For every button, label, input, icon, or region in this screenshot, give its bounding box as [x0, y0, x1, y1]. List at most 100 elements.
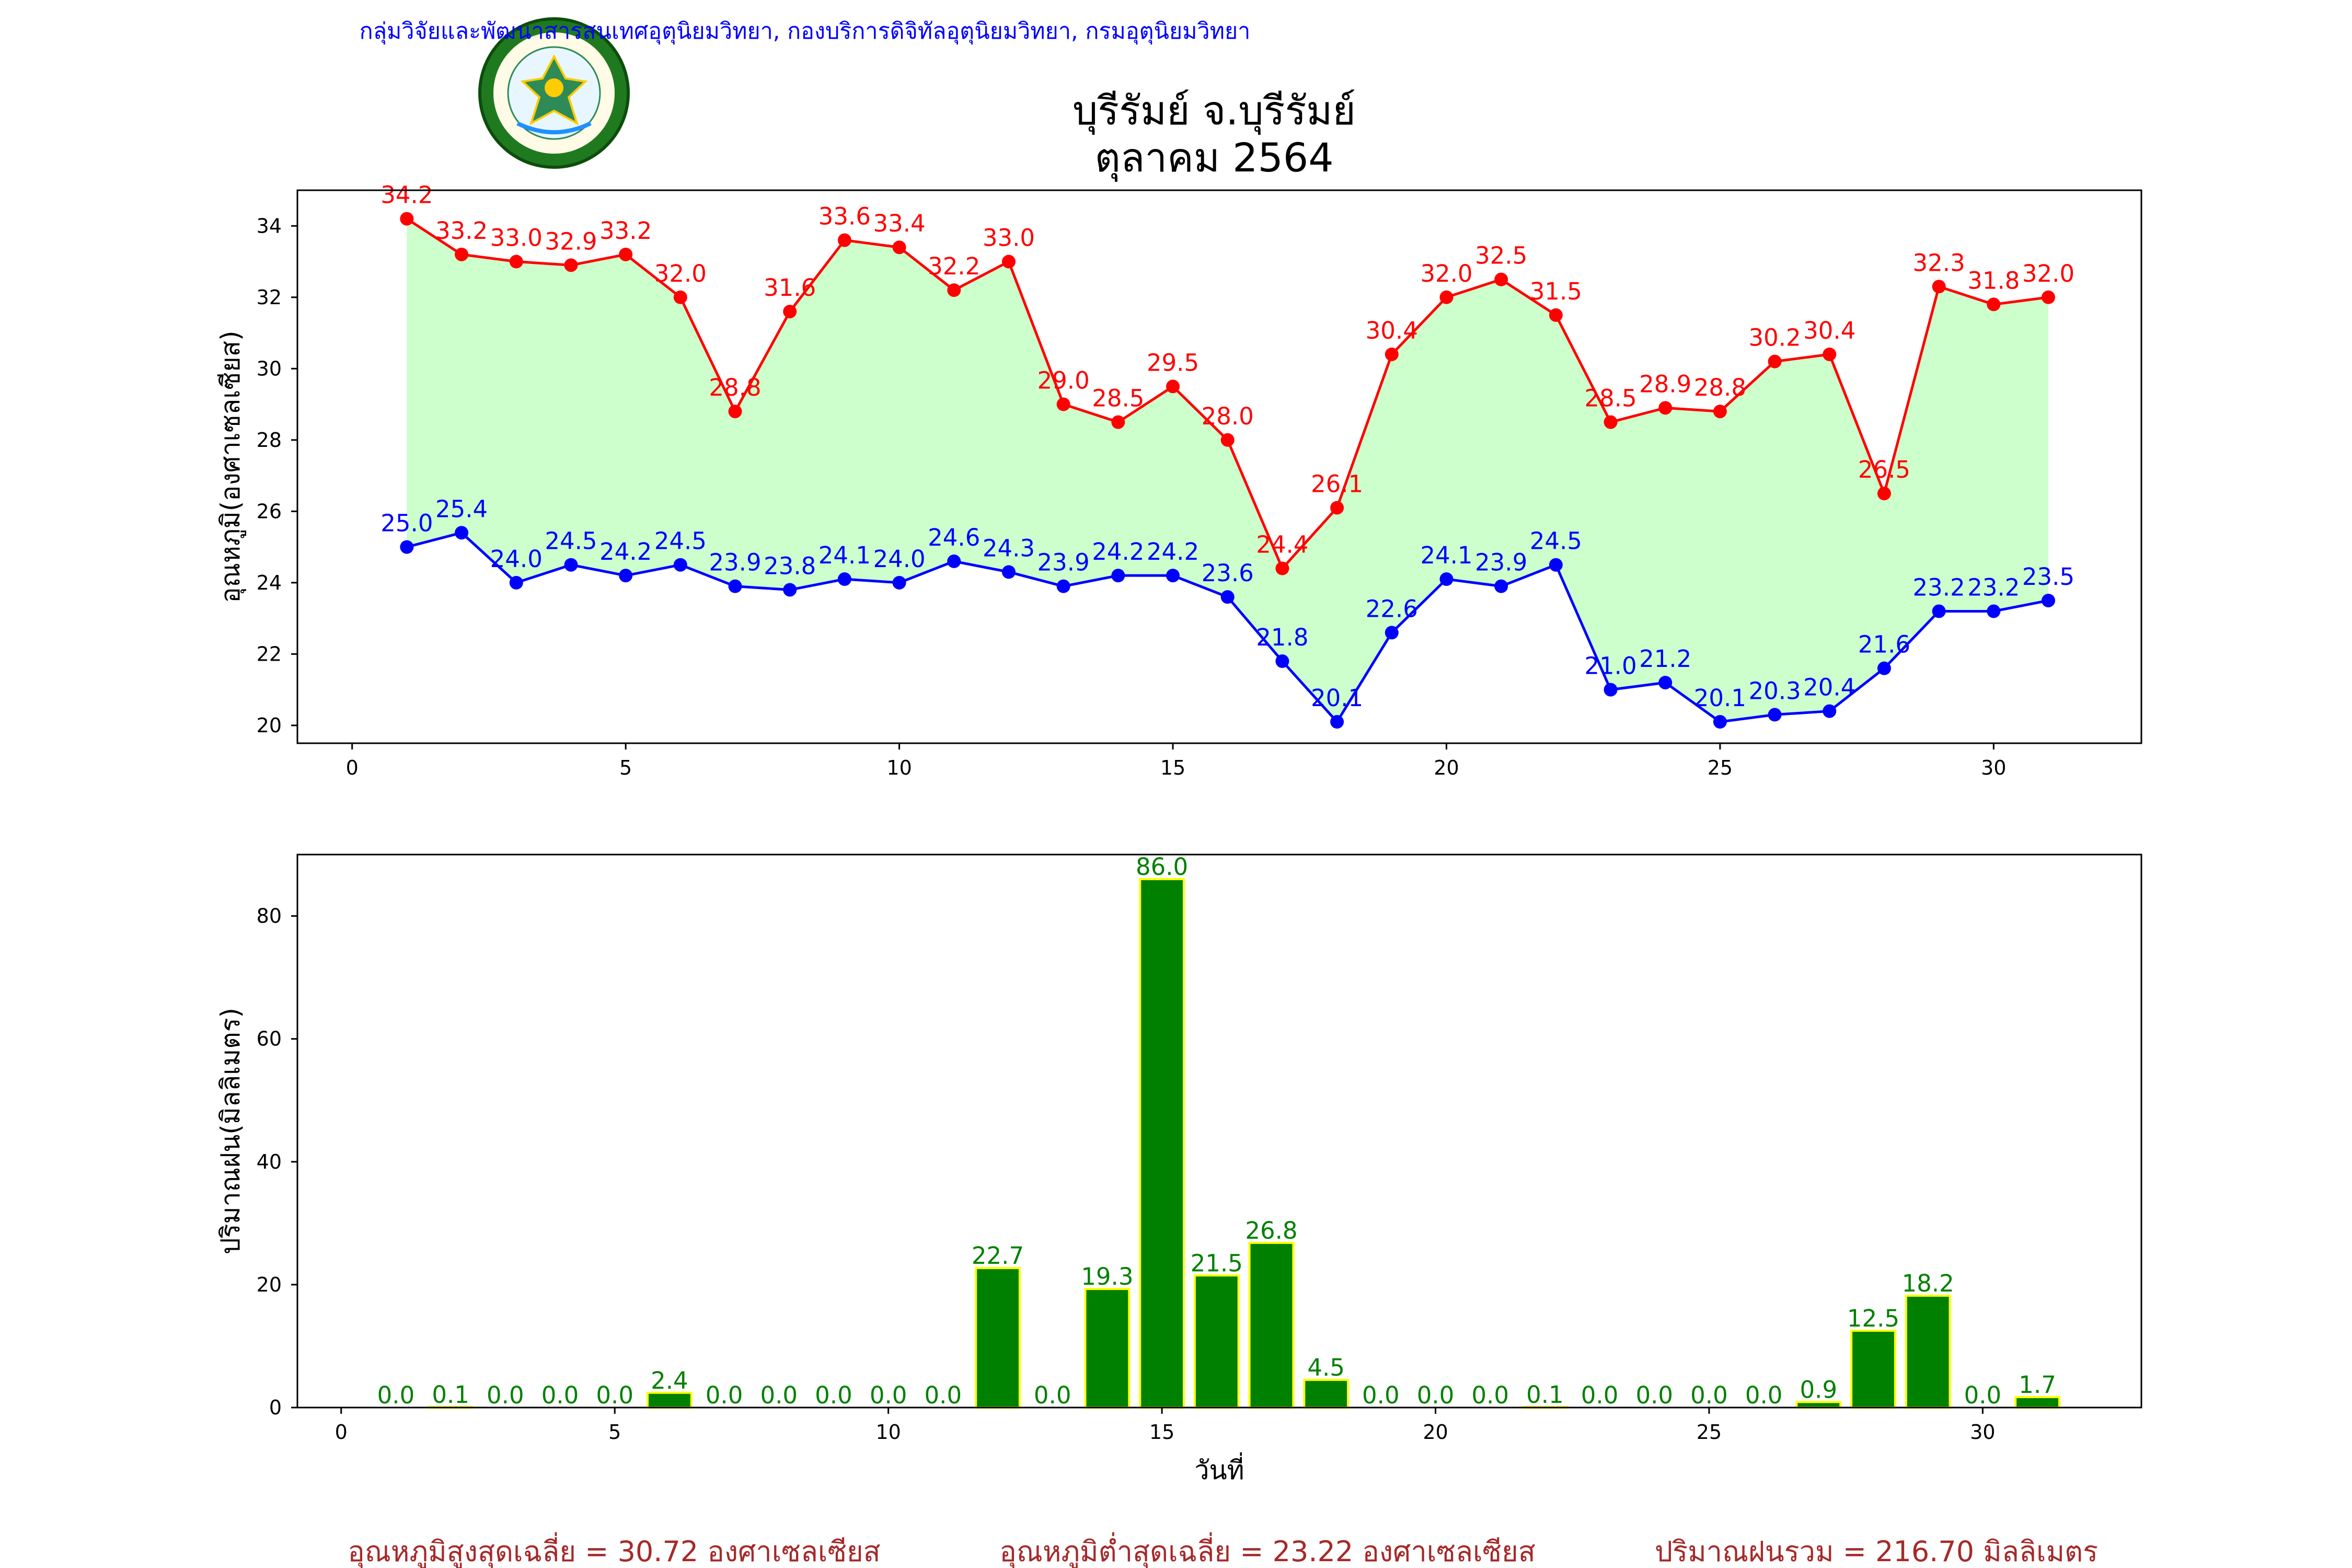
- point-min-temp: [1604, 683, 1618, 697]
- y-tick-label: 34: [257, 214, 282, 237]
- data-label-rain: 0.1: [432, 1381, 469, 1409]
- y-tick-label: 22: [257, 642, 282, 665]
- point-min-temp: [509, 575, 523, 590]
- point-min-temp: [1385, 626, 1399, 640]
- data-label-rain: 0.0: [1635, 1381, 1673, 1409]
- x-tick-label: 5: [619, 756, 632, 779]
- point-min-temp: [1056, 579, 1070, 593]
- rain-bar: [647, 1391, 693, 1409]
- point-max-temp: [400, 212, 414, 226]
- point-min-temp: [619, 569, 633, 583]
- data-label-rain: 0.0: [487, 1381, 524, 1409]
- data-label-min-temp: 21.0: [1584, 652, 1636, 680]
- data-label-rain: 0.0: [815, 1381, 852, 1409]
- point-min-temp: [1166, 569, 1180, 583]
- data-label-rain: 0.1: [1526, 1381, 1564, 1409]
- data-label-rain: 0.0: [1417, 1381, 1455, 1409]
- data-label-min-temp: 23.9: [1037, 549, 1090, 577]
- data-label-rain: 0.0: [1690, 1381, 1728, 1409]
- data-label-rain: 0.0: [541, 1381, 579, 1409]
- data-label-rain: 2.4: [651, 1367, 688, 1394]
- data-label-max-temp: 28.8: [709, 374, 761, 401]
- data-label-min-temp: 20.3: [1748, 677, 1801, 705]
- data-label-rain: 0.0: [377, 1381, 415, 1409]
- data-label-min-temp: 25.4: [435, 495, 488, 523]
- point-max-temp: [673, 290, 687, 304]
- y-tick-label: 26: [257, 500, 282, 523]
- point-max-temp: [1549, 308, 1563, 322]
- data-label-max-temp: 34.2: [381, 181, 433, 209]
- point-min-temp: [837, 572, 851, 586]
- point-min-temp: [1111, 569, 1125, 583]
- point-max-temp: [728, 405, 742, 419]
- point-min-temp: [892, 575, 906, 590]
- data-label-max-temp: 29.0: [1037, 367, 1090, 395]
- data-label-min-temp: 24.3: [983, 534, 1035, 562]
- chart-subtitle: ตุลาคม 2564: [1094, 134, 1333, 182]
- data-label-max-temp: 31.5: [1530, 278, 1582, 305]
- point-min-temp: [1494, 579, 1508, 593]
- data-label-min-temp: 24.0: [490, 545, 543, 573]
- rain-bar: [1193, 1274, 1240, 1409]
- chart-title: บุรีรัมย์ จ.บุรีรัมย์: [1073, 87, 1356, 135]
- data-label-min-temp: 23.9: [1475, 549, 1527, 577]
- point-max-temp: [619, 247, 633, 261]
- data-label-max-temp: 28.0: [1202, 402, 1254, 430]
- x-tick-label: 20: [1423, 1421, 1448, 1444]
- data-label-rain: 12.5: [1847, 1305, 1899, 1332]
- point-max-temp: [1604, 415, 1618, 429]
- data-label-min-temp: 23.9: [709, 549, 761, 577]
- data-label-max-temp: 29.5: [1147, 349, 1199, 376]
- point-min-temp: [1987, 604, 2001, 618]
- point-max-temp: [1768, 354, 1782, 368]
- data-label-rain: 0.0: [706, 1381, 743, 1409]
- data-label-min-temp: 24.2: [1147, 538, 1199, 566]
- data-label-min-temp: 24.2: [599, 538, 652, 566]
- data-label-max-temp: 32.2: [928, 252, 980, 280]
- data-label-min-temp: 21.6: [1858, 631, 1910, 659]
- point-min-temp: [1713, 715, 1727, 729]
- data-label-max-temp: 26.1: [1311, 470, 1363, 498]
- x-tick-label: 20: [1434, 756, 1459, 779]
- y-tick-label: 20: [257, 1273, 282, 1296]
- point-max-temp: [783, 305, 797, 319]
- x-tick-label: 0: [346, 756, 359, 779]
- data-label-min-temp: 24.1: [818, 541, 871, 569]
- point-min-temp: [728, 579, 742, 593]
- data-label-rain: 0.0: [870, 1381, 907, 1409]
- point-min-temp: [564, 558, 578, 572]
- data-label-rain: 0.0: [760, 1381, 798, 1409]
- temperature-range-fill: [407, 218, 2049, 722]
- data-label-max-temp: 33.0: [983, 224, 1035, 252]
- point-max-temp: [455, 247, 469, 261]
- x-tick-label: 15: [1149, 1421, 1174, 1444]
- rain-bar: [1905, 1295, 1951, 1409]
- data-label-min-temp: 24.2: [1092, 538, 1144, 566]
- data-label-min-temp: 21.8: [1256, 624, 1308, 651]
- point-max-temp: [1713, 405, 1727, 419]
- point-max-temp: [1823, 347, 1837, 361]
- point-min-temp: [1220, 590, 1235, 604]
- point-min-temp: [400, 540, 414, 554]
- point-max-temp: [1220, 433, 1235, 447]
- point-min-temp: [1549, 558, 1563, 572]
- data-label-rain: 18.2: [1902, 1270, 1954, 1297]
- point-max-temp: [2042, 290, 2056, 304]
- x-tick-label: 30: [1970, 1421, 1995, 1444]
- data-label-rain: 4.5: [1307, 1354, 1345, 1381]
- data-label-rain: 0.0: [596, 1381, 633, 1409]
- rain-bar: [1303, 1379, 1350, 1409]
- point-min-temp: [1439, 572, 1454, 586]
- point-min-temp: [1823, 704, 1837, 718]
- summary-avg-min: อุณหภูมิต่ำสุดเฉลี่ย = 23.22 องศาเซลเซีย…: [999, 1532, 1535, 1568]
- data-label-max-temp: 30.4: [1803, 317, 1855, 344]
- data-label-max-temp: 26.5: [1858, 456, 1910, 483]
- meteorological-department-logo: [478, 17, 630, 169]
- x-tick-label: 10: [886, 756, 912, 779]
- data-label-max-temp: 33.2: [435, 217, 488, 245]
- data-label-min-temp: 24.0: [873, 545, 925, 573]
- point-max-temp: [1111, 415, 1125, 429]
- point-max-temp: [1330, 501, 1344, 515]
- data-label-min-temp: 20.1: [1694, 684, 1746, 712]
- data-label-min-temp: 25.0: [381, 510, 433, 537]
